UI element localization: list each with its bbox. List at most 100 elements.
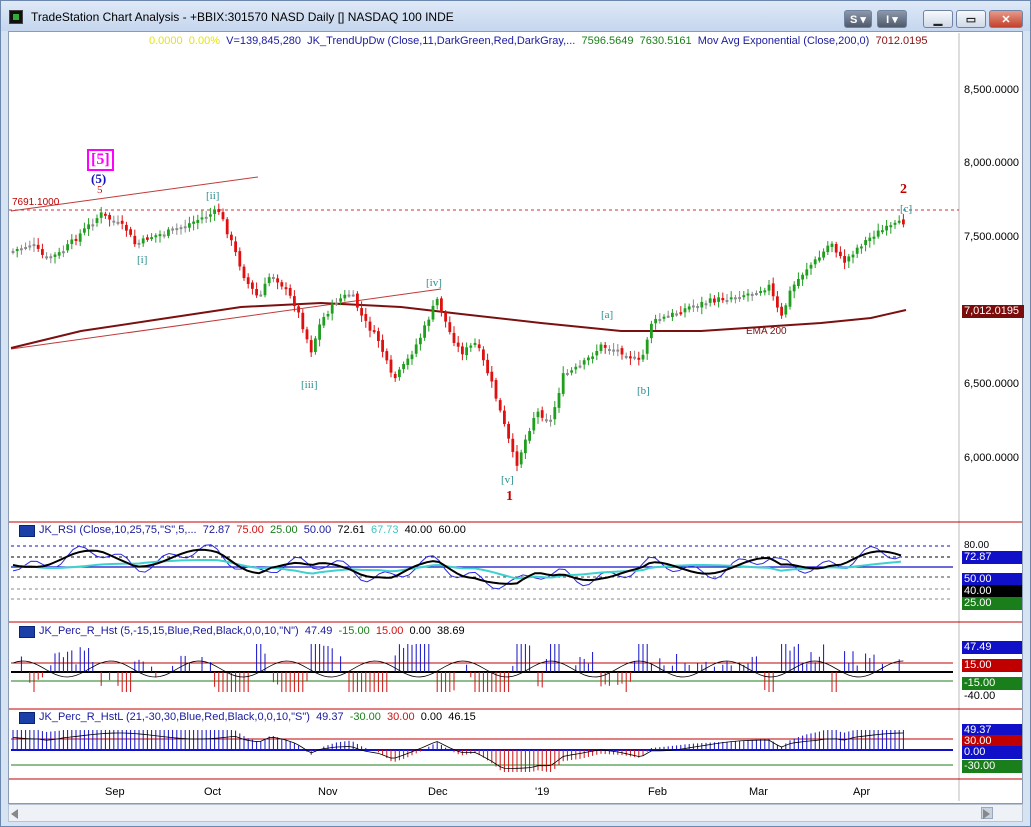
candle-body — [318, 324, 321, 340]
candle-body — [154, 235, 158, 238]
rsi-pane-icon[interactable] — [19, 525, 35, 537]
candle-body — [503, 410, 506, 425]
candle-body — [368, 321, 372, 331]
candle-body — [855, 247, 859, 254]
scroll-right-arrow-icon[interactable] — [983, 809, 990, 819]
candle-body — [771, 283, 775, 297]
candle-body — [788, 290, 792, 307]
percl-line — [12, 732, 904, 769]
candle-body — [582, 360, 586, 365]
candle-body — [683, 308, 687, 313]
chart-area[interactable]: 0.0000 0.00% V=139,845,280 JK_TrendUpDw … — [8, 31, 1024, 804]
candle-body — [511, 438, 515, 452]
ema-current-tag: 7,012.0195 — [962, 305, 1024, 318]
candle-body — [28, 245, 32, 248]
candle-body — [242, 266, 246, 279]
rsi-legend: JK_RSI (Close,10,25,75,"S",5,... 72.87 7… — [39, 524, 466, 536]
candle-body — [99, 212, 103, 218]
wave-label-1: 1 — [506, 489, 513, 504]
percl-tag: 0.00 — [962, 746, 1022, 759]
rsi-v6: 67.73 — [371, 524, 399, 536]
candle-body — [116, 221, 120, 224]
candle-body — [713, 298, 716, 303]
minimize-button[interactable]: ▁ — [923, 10, 953, 28]
rsi-plot — [11, 544, 953, 600]
candle-body — [45, 256, 48, 259]
legend-change: 0.0000 — [149, 35, 183, 47]
price-axis-label: 6,500.0000 — [964, 378, 1020, 390]
chart-canvas[interactable] — [9, 32, 1022, 803]
candle-body — [482, 349, 485, 361]
candle-body — [57, 252, 61, 256]
percl-pane-icon[interactable] — [19, 712, 35, 724]
candle-body — [557, 393, 561, 408]
candle-body — [818, 257, 821, 261]
percl-tag: 30.00 — [962, 735, 1022, 748]
wave-label-ii: [ii] — [206, 190, 220, 202]
wave-label-iv: [iv] — [426, 277, 442, 289]
rsi-tag: 25.00 — [962, 597, 1022, 610]
candle-body — [280, 282, 284, 287]
rsi-signal-line — [12, 558, 902, 580]
candle-body — [91, 224, 95, 227]
wave-label-b: [b] — [637, 385, 650, 397]
candle-body — [150, 237, 153, 240]
percl-name: JK_Perc_R_HstL (21,-30,30,Blue,Red,Black… — [39, 711, 310, 723]
candle-body — [708, 298, 712, 303]
candle-body — [868, 237, 872, 242]
candle-body — [200, 217, 204, 220]
close-icon: ✕ — [1001, 13, 1011, 26]
percl-tag: -30.00 — [962, 760, 1022, 773]
candle-body — [839, 251, 842, 257]
candle-body — [41, 249, 44, 255]
price-axis-label: 7,500.0000 — [964, 231, 1020, 243]
candle-body — [87, 224, 90, 230]
rsi-tag: 72.87 — [962, 551, 1022, 564]
candle-body — [381, 339, 384, 352]
candle-body — [406, 358, 410, 365]
horizontal-scrollbar[interactable] — [8, 804, 1023, 822]
candle-body — [419, 337, 422, 345]
candle-body — [301, 312, 305, 330]
maximize-button[interactable]: ▭ — [956, 10, 986, 28]
perc-v2: -15.00 — [338, 625, 370, 637]
symbol-link-s-button[interactable]: S ▾ — [844, 10, 872, 28]
candle-body — [452, 332, 456, 343]
candle-body — [356, 293, 359, 308]
rsi-tag: 40.00 — [962, 585, 1022, 598]
wave-label-2: 2 — [900, 182, 907, 197]
perc-pane-icon[interactable] — [19, 626, 35, 638]
candle-body — [780, 306, 783, 316]
candle-body — [553, 407, 557, 420]
ema-200-label: EMA 200 — [746, 326, 787, 337]
candle-body — [889, 225, 893, 228]
candle-body — [801, 274, 804, 280]
candle-body — [616, 349, 620, 352]
close-button[interactable]: ✕ — [989, 10, 1023, 28]
interval-link-i-button[interactable]: I ▾ — [877, 10, 907, 28]
rsi-v5: 72.61 — [337, 524, 365, 536]
candle-body — [784, 305, 788, 315]
perc-tag: 47.49 — [962, 641, 1022, 654]
candle-body — [637, 357, 641, 360]
candle-body — [305, 329, 309, 340]
wave-label-v: [v] — [501, 474, 514, 486]
candle-body — [465, 347, 468, 356]
candle-body — [456, 342, 460, 347]
candle-body — [196, 219, 200, 224]
price-axis-label: 6,000.0000 — [964, 452, 1020, 464]
perc-legend: JK_Perc_R_Hst (5,-15,15,Blue,Red,Black,0… — [39, 625, 465, 637]
wave-label-i: [i] — [137, 254, 148, 266]
candle-body — [477, 344, 481, 349]
perc-axis-label: -40.00 — [964, 690, 996, 702]
price-candles — [11, 203, 905, 472]
candle-body — [742, 295, 746, 298]
candle-body — [230, 234, 233, 241]
candle-body — [20, 248, 23, 251]
candle-body — [519, 452, 523, 465]
perc-tag: -15.00 — [962, 677, 1022, 690]
rsi-v1: 72.87 — [202, 524, 231, 536]
title-bar[interactable]: TradeStation Chart Analysis - +BBIX:3015… — [1, 1, 1030, 31]
scroll-left-arrow-icon[interactable] — [11, 809, 18, 819]
price-axis-label: 8,500.0000 — [964, 84, 1020, 96]
